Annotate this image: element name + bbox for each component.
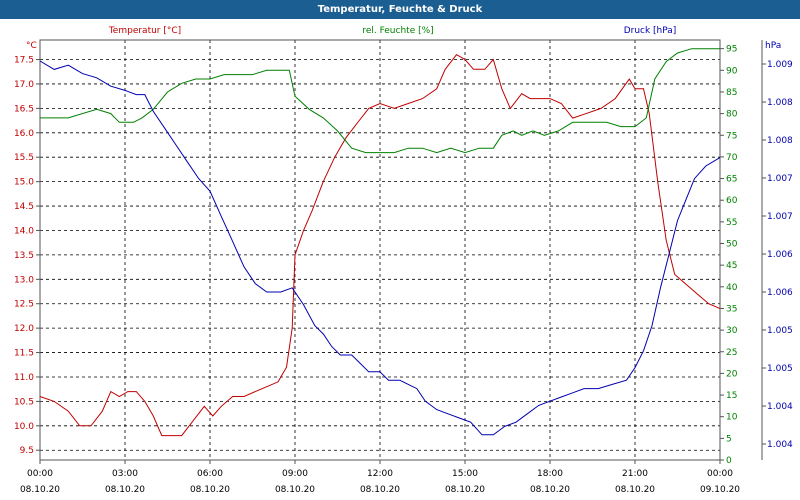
series-lines (39, 48, 721, 437)
humidity-tick-label: 90 (726, 66, 738, 76)
x-tick-time: 06:00 (197, 469, 223, 479)
humidity-tick-label: 45 (726, 261, 737, 271)
time-axis: 00:00 08.10.20 03:00 08.10.20 06:00 08.10.20 0… (20, 460, 740, 495)
humidity-tick-label: 0 (726, 456, 732, 466)
temperature-tick-label: 16.5 (14, 104, 34, 114)
x-tick-date: 08.10.20 (275, 485, 315, 495)
pressure-tick-label: 1.006 (767, 288, 793, 298)
pressure-tick-label: 1.008 (767, 98, 793, 108)
x-tick-time: 21:00 (622, 469, 648, 479)
x-tick-date: 09.10.20 (700, 485, 740, 495)
humidity-tick-label: 60 (726, 196, 738, 206)
temperature-tick-label: 11.5 (14, 349, 34, 359)
humidity-tick-label: 10 (726, 413, 738, 423)
pressure-tick-label: 1.004 (767, 440, 793, 450)
temperature-tick-label: 10.0 (14, 422, 34, 432)
axis-headers: °C Temperatur [°C] rel. Feuchte [%] Druck [… (26, 26, 781, 51)
series-pressure (39, 60, 721, 436)
x-tick-time: 00:00 (27, 469, 53, 479)
temperature-header: Temperatur [°C] (108, 26, 181, 36)
humidity-tick-label: 95 (726, 45, 737, 55)
x-tick-time: 00:00 (707, 469, 733, 479)
humidity-axis: 0 5 10 15 20 25 30 35 40 45 50 55 60 65 70 75 80 85 90 95 (720, 45, 738, 466)
temperature-tick-label: 10.5 (14, 397, 34, 407)
humidity-tick-label: 50 (726, 240, 738, 250)
series-temperature (39, 54, 721, 437)
pressure-tick-label: 1.004 (767, 402, 793, 412)
pressure-tick-label: 1.005 (767, 364, 793, 374)
pressure-tick-label: 1.007 (767, 212, 793, 222)
series-humidity (40, 48, 720, 154)
humidity-tick-label: 80 (726, 110, 738, 120)
humidity-tick-label: 25 (726, 348, 737, 358)
pressure-tick-label: 1.008 (767, 136, 793, 146)
pressure-tick-label: 1.009 (767, 60, 793, 70)
humidity-tick-label: 30 (726, 326, 738, 336)
x-tick-time: 15:00 (452, 469, 478, 479)
x-tick-time: 12:00 (367, 469, 393, 479)
temperature-tick-label: 15.5 (14, 153, 34, 163)
pressure-tick-label: 1.005 (767, 326, 793, 336)
x-tick-date: 08.10.20 (615, 485, 655, 495)
x-tick-date: 08.10.20 (105, 485, 145, 495)
grid-lines (40, 40, 720, 460)
x-tick-date: 08.10.20 (360, 485, 400, 495)
humidity-tick-label: 5 (726, 434, 732, 444)
temperature-tick-label: 13.0 (14, 275, 34, 285)
temperature-tick-label: 17.0 (14, 80, 34, 90)
temperature-tick-label: 12.5 (14, 300, 34, 310)
x-tick-time: 03:00 (112, 469, 138, 479)
temperature-unit-label: °C (26, 41, 37, 51)
x-tick-date: 08.10.20 (190, 485, 230, 495)
temperature-tick-label: 13.5 (14, 251, 34, 261)
temperature-tick-label: 14.5 (14, 202, 34, 212)
x-tick-date: 08.10.20 (530, 485, 570, 495)
humidity-tick-label: 85 (726, 88, 737, 98)
temperature-tick-label: 15.0 (14, 178, 34, 188)
pressure-header: Druck [hPa] (624, 26, 677, 36)
temperature-tick-label: 9.5 (20, 446, 34, 456)
temperature-axis: 9.5 10.0 10.5 11.0 11.5 12.0 12.5 13.0 13.5 14.0 1… (14, 56, 40, 456)
humidity-tick-label: 35 (726, 304, 737, 314)
humidity-tick-label: 55 (726, 218, 737, 228)
temperature-tick-label: 11.0 (14, 373, 34, 383)
humidity-tick-label: 65 (726, 175, 737, 185)
humidity-tick-label: 75 (726, 131, 737, 141)
pressure-tick-label: 1.007 (767, 174, 793, 184)
pressure-unit-label: hPa (765, 41, 781, 51)
pressure-axis: 1.004 1.004 1.005 1.005 1.006 1.006 1.007 1.007… (761, 40, 793, 460)
humidity-tick-label: 70 (726, 153, 738, 163)
pressure-tick-label: 1.006 (767, 250, 793, 260)
chart-title: Temperatur, Feuchte & Druck (0, 0, 800, 19)
humidity-tick-label: 20 (726, 369, 738, 379)
temperature-tick-label: 17.5 (14, 56, 34, 66)
temperature-tick-label: 16.0 (14, 129, 34, 139)
humidity-tick-label: 15 (726, 391, 737, 401)
x-tick-time: 09:00 (282, 469, 308, 479)
temperature-tick-label: 12.0 (14, 324, 34, 334)
x-tick-time: 18:00 (537, 469, 563, 479)
humidity-header: rel. Feuchte [%] (362, 26, 433, 36)
x-tick-date: 08.10.20 (20, 485, 60, 495)
humidity-tick-label: 40 (726, 283, 738, 293)
temperature-tick-label: 14.0 (14, 226, 34, 236)
x-tick-date: 08.10.20 (445, 485, 485, 495)
